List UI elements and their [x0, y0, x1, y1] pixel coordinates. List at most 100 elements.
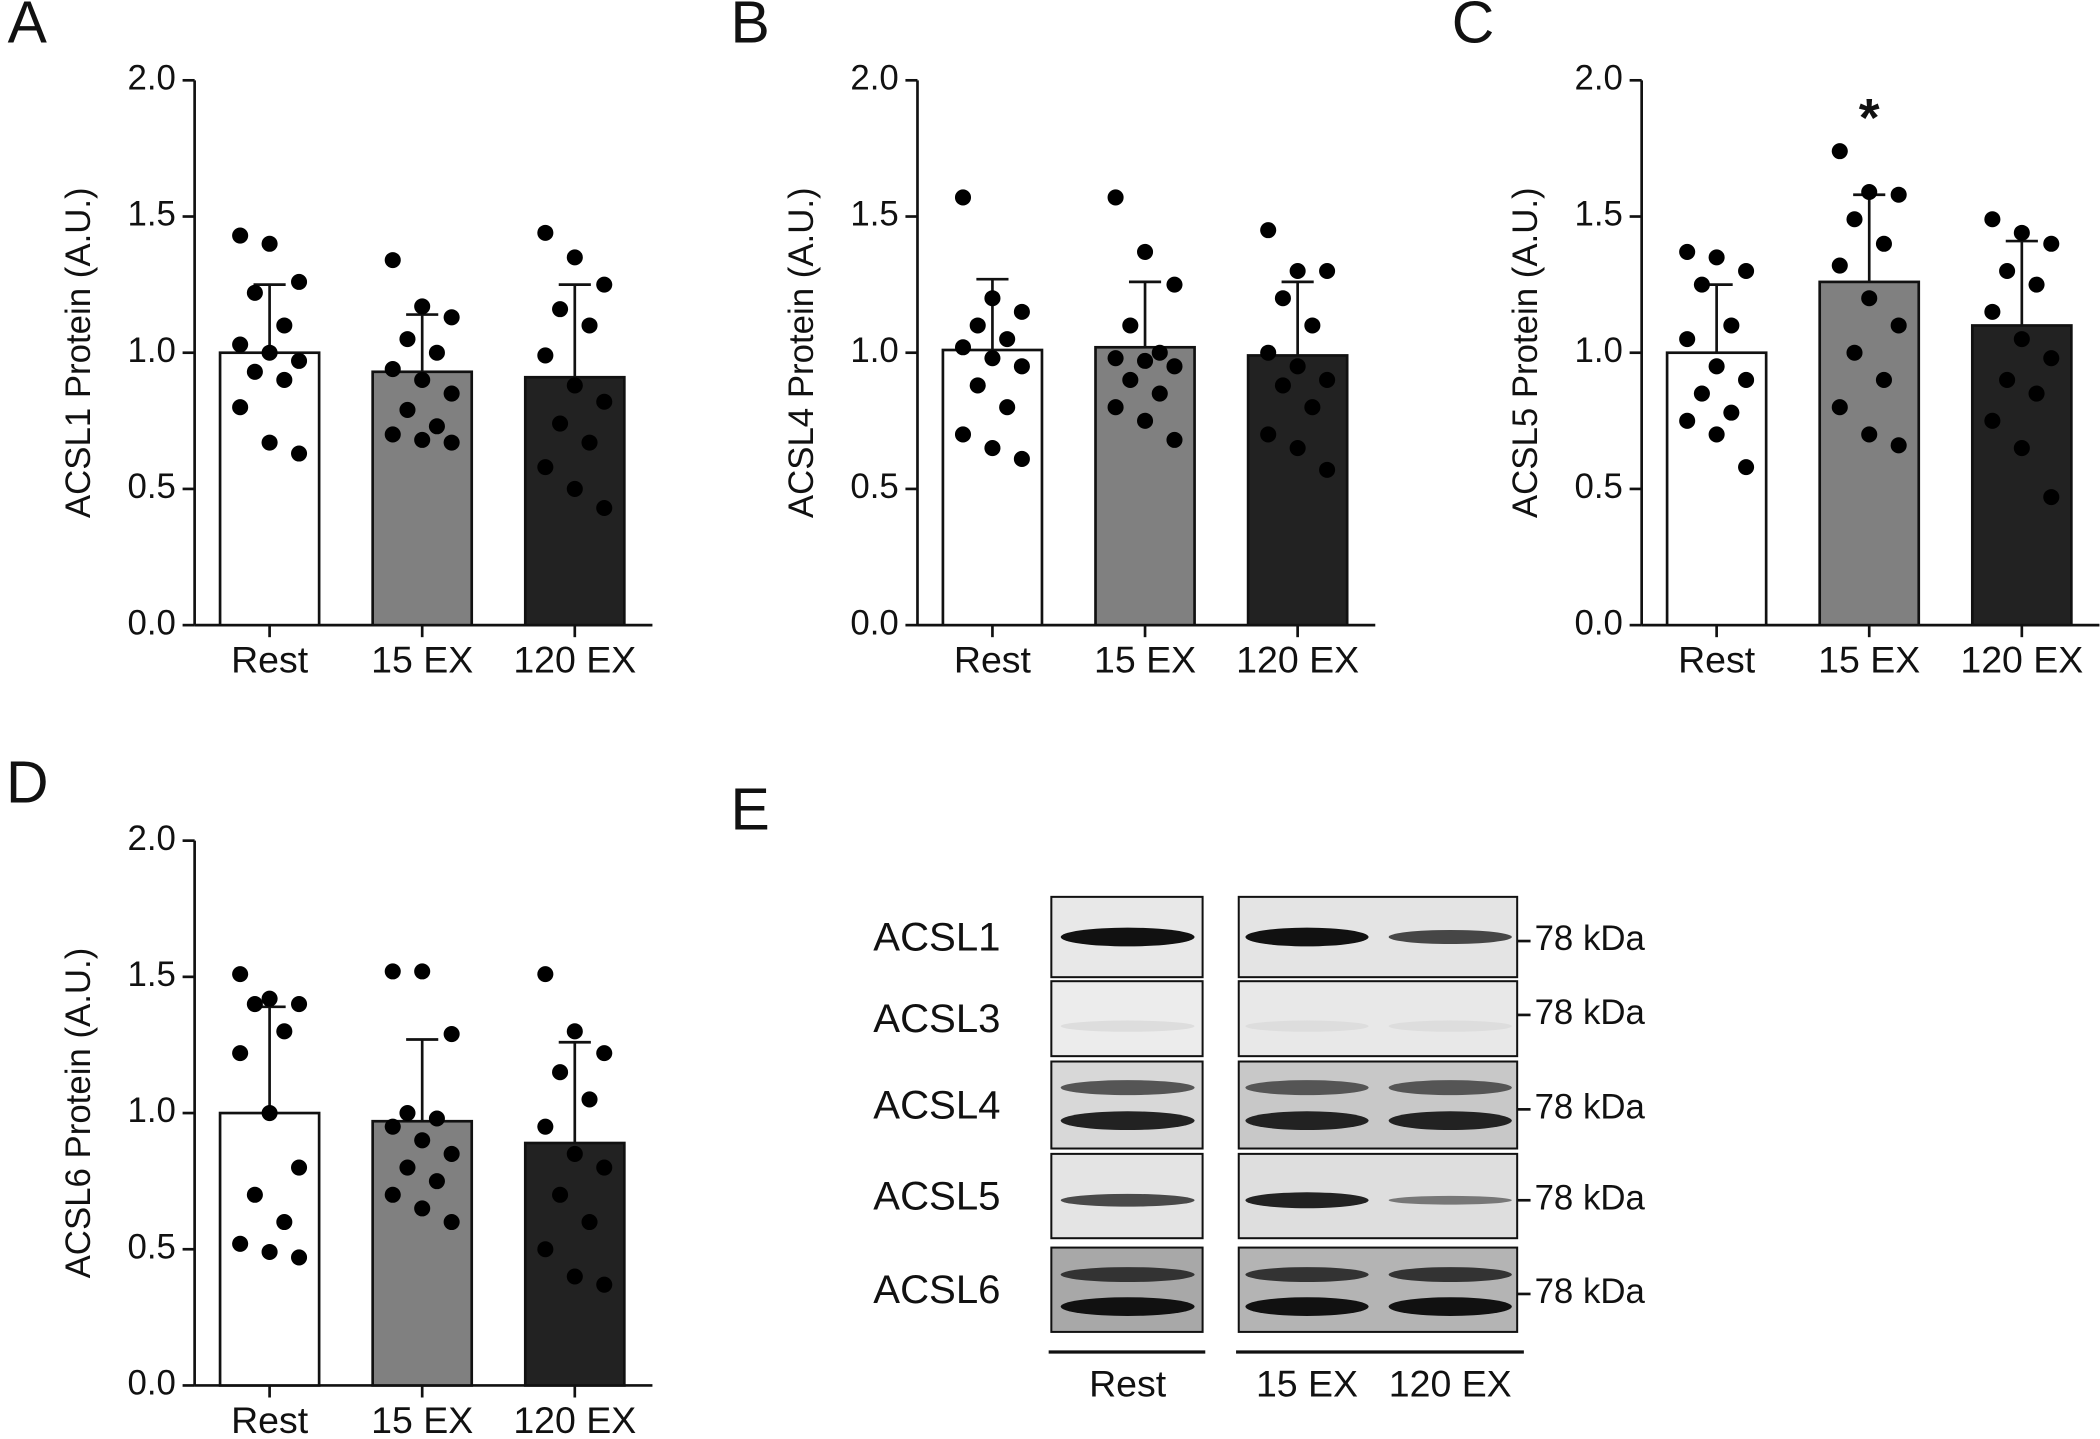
data-point [1738, 371, 1755, 388]
y-tick-label: 2.0 [1575, 59, 1623, 98]
data-point [1846, 344, 1863, 361]
y-tick-label: 1.5 [850, 195, 898, 234]
data-point [537, 966, 554, 983]
data-point [1122, 371, 1139, 388]
blot-band [1388, 929, 1512, 945]
data-point [1984, 412, 2001, 429]
x-tick-label: Rest [1678, 639, 1756, 681]
data-point [414, 431, 431, 448]
data-point [581, 434, 598, 451]
data-point [1289, 440, 1306, 457]
data-point [552, 1064, 569, 1081]
data-point [566, 480, 583, 497]
data-point [246, 996, 263, 1013]
data-point [2043, 235, 2060, 252]
data-point [291, 352, 308, 369]
protein-label: ACSL4 [873, 1082, 1000, 1127]
x-tick-label: 15 EX [371, 639, 473, 681]
data-point [443, 309, 460, 326]
data-point [1890, 317, 1907, 334]
data-point [1846, 211, 1863, 228]
data-point [232, 227, 249, 244]
data-point [1166, 431, 1183, 448]
data-point [1137, 243, 1154, 260]
data-point [414, 298, 431, 315]
data-point [1999, 262, 2016, 280]
data-point [232, 1235, 249, 1252]
data-point [1693, 276, 1710, 293]
blot-band [1245, 1192, 1369, 1209]
data-point [566, 249, 583, 266]
error-bar [406, 313, 439, 372]
protein-label: ACSL3 [873, 996, 1000, 1041]
data-point [1679, 412, 1696, 429]
data-point [566, 1023, 583, 1040]
data-point [1319, 262, 1336, 280]
data-point [581, 1091, 598, 1108]
data-point [984, 290, 1001, 307]
data-point [984, 440, 1001, 457]
data-point [954, 339, 972, 356]
data-point [261, 1105, 278, 1122]
data-point [399, 401, 416, 418]
data-point [566, 377, 583, 394]
data-point [552, 301, 569, 318]
data-point [581, 317, 598, 334]
data-point [384, 426, 401, 443]
data-point [1723, 317, 1740, 334]
data-point [414, 371, 431, 388]
data-point [1319, 371, 1336, 388]
data-point [1137, 412, 1154, 429]
data-point [1984, 303, 2001, 320]
data-point [384, 1186, 401, 1203]
x-tick-label: Rest [231, 1399, 309, 1439]
error-bar [253, 283, 286, 353]
data-point [537, 1241, 554, 1258]
data-point [246, 363, 263, 380]
data-point [1999, 371, 2016, 388]
y-tick-label: 1.0 [850, 331, 898, 370]
lane-label: 120 EX [1389, 1363, 1512, 1405]
data-point [414, 963, 431, 980]
error-bar [1128, 280, 1162, 348]
data-point [232, 1045, 249, 1062]
data-point [291, 1159, 308, 1176]
data-point [261, 235, 278, 252]
blot-box [1050, 1246, 1204, 1333]
data-point [1304, 317, 1321, 334]
data-point [999, 399, 1016, 416]
data-point [384, 252, 401, 269]
data-point [969, 317, 986, 334]
bar [218, 351, 321, 627]
data-point [276, 1023, 293, 1040]
panel-label: A [8, 0, 48, 55]
x-tick-label: Rest [954, 639, 1032, 681]
data-point [1319, 461, 1336, 478]
y-tick-label: 1.0 [1575, 331, 1623, 370]
data-point [1890, 186, 1907, 203]
y-tick-label: 2.0 [128, 59, 176, 98]
y-tick-label: 1.5 [128, 195, 176, 234]
data-point [2013, 331, 2030, 348]
annotation: * [1859, 89, 1880, 148]
y-tick-label: 2.0 [850, 59, 898, 98]
bar [1094, 345, 1196, 627]
marker-label: 78 kDa [1535, 919, 1646, 958]
data-point [581, 1213, 598, 1231]
data-point [246, 1186, 263, 1203]
data-point [954, 426, 972, 443]
data-point [399, 331, 416, 348]
data-point [276, 1213, 293, 1231]
data-point [1260, 222, 1277, 239]
data-point [1831, 143, 1848, 160]
lane-label: 15 EX [1256, 1363, 1358, 1405]
data-point [443, 385, 460, 402]
data-point [384, 361, 401, 378]
blot-band [1245, 927, 1369, 947]
data-point [276, 371, 293, 388]
error-bar [2005, 239, 2038, 326]
data-point [1122, 317, 1139, 334]
y-tick-label: 1.0 [128, 331, 176, 370]
blot-band [1245, 1020, 1369, 1032]
